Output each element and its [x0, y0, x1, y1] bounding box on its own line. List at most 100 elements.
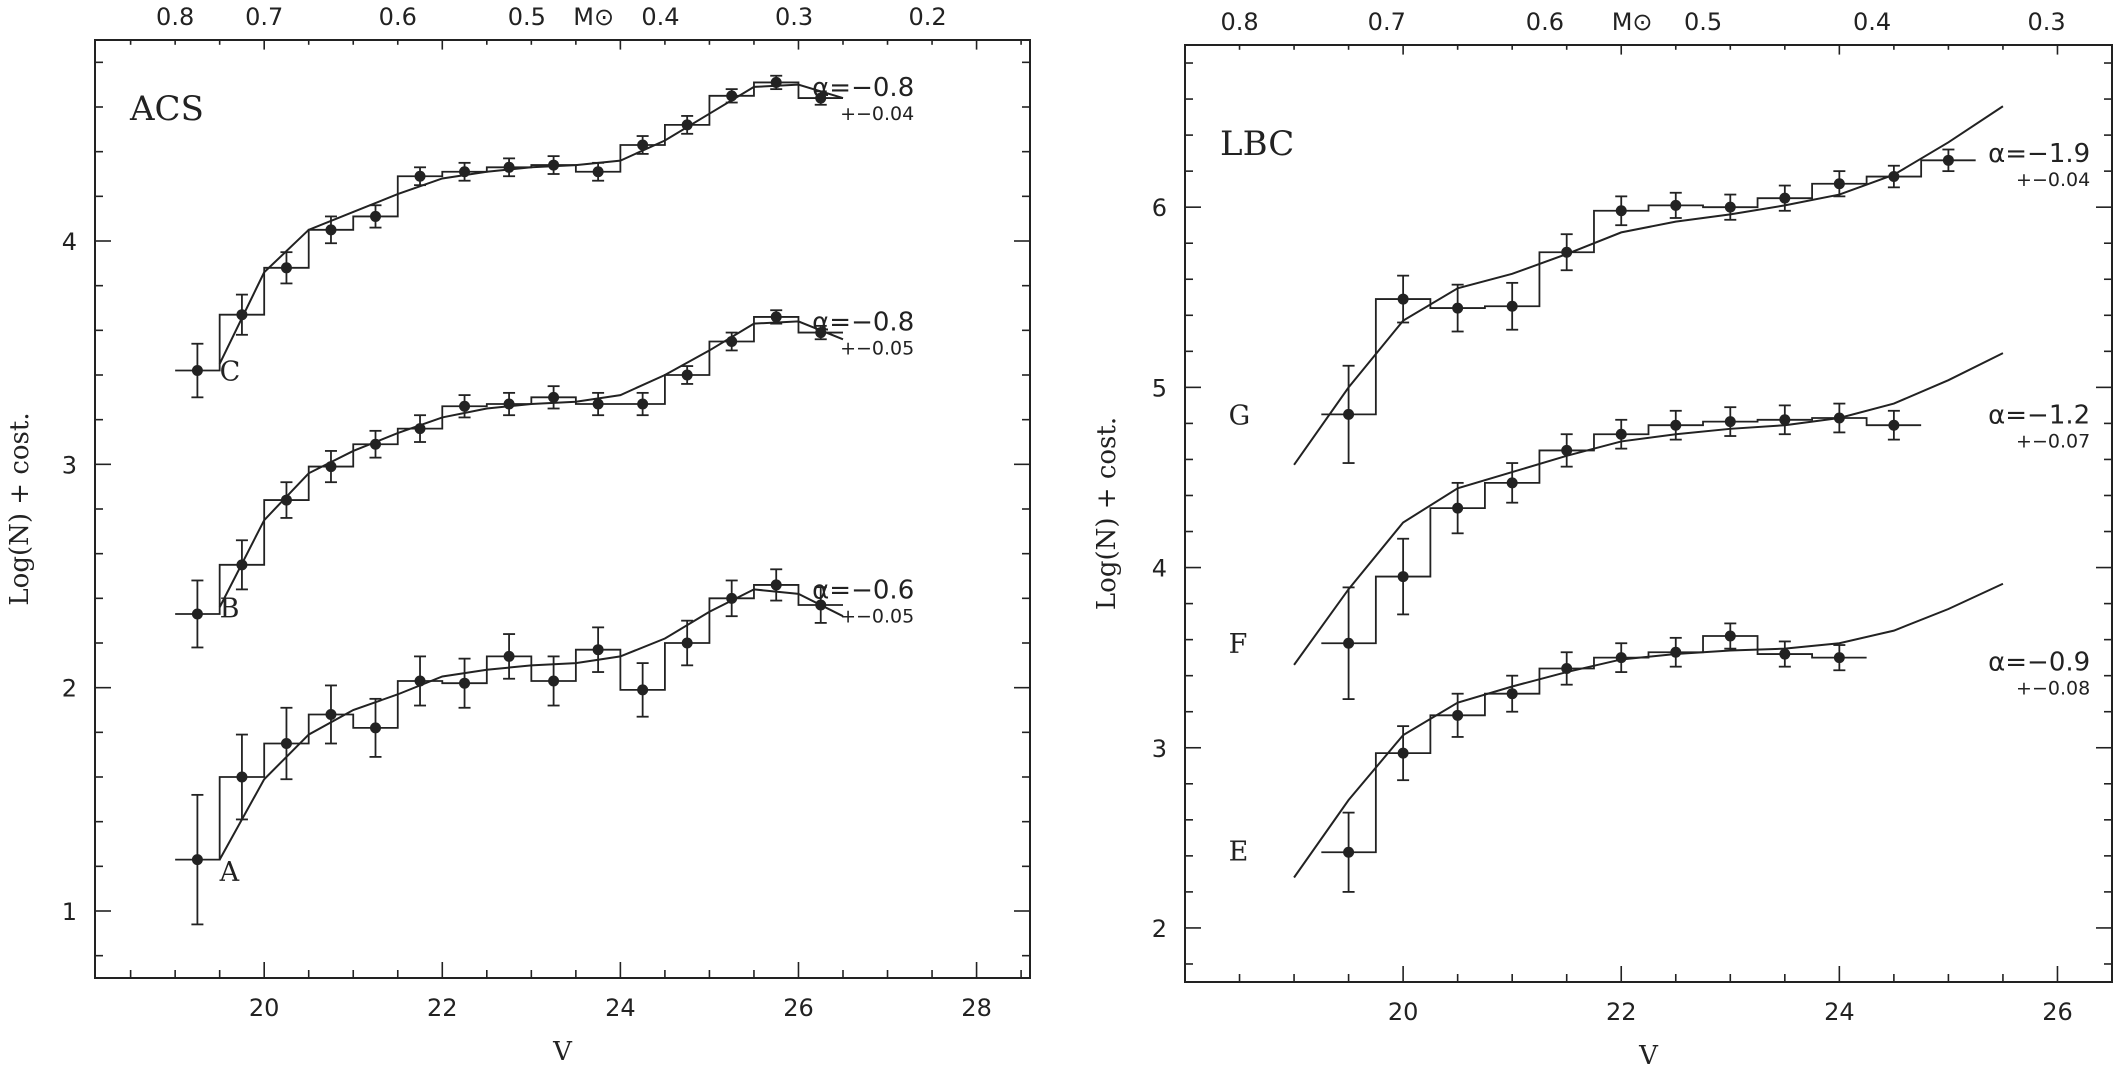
plot-frame: [1184, 44, 2113, 983]
top-axis-mass-label: 0.6: [1526, 8, 1564, 36]
data-point: [1833, 652, 1845, 664]
x-tick-label: 24: [605, 994, 636, 1022]
data-point: [1452, 709, 1464, 721]
data-point: [1397, 747, 1409, 759]
alpha-value: α=−1.9: [1988, 139, 2090, 169]
data-point: [414, 170, 426, 182]
data-point: [191, 608, 203, 620]
data-point: [280, 262, 292, 274]
top-axis-mass-label: 0.7: [245, 3, 283, 31]
data-point: [1724, 630, 1736, 642]
data-point: [681, 369, 693, 381]
data-point: [191, 854, 203, 866]
top-axis-mass-label: 0.8: [1220, 8, 1258, 36]
data-point: [1506, 300, 1518, 312]
data-point: [1779, 192, 1791, 204]
data-point: [770, 579, 782, 591]
x-axis-label: V: [552, 1037, 573, 1067]
data-point: [1670, 646, 1682, 658]
alpha-error: +−0.08: [2016, 677, 2090, 699]
histogram-step-G: [1321, 159, 1976, 416]
data-point: [548, 159, 560, 171]
data-point: [1888, 419, 1900, 431]
histogram-step-A: [175, 584, 843, 861]
alpha-error: +−0.07: [2016, 430, 2090, 452]
panel-label: ACS: [129, 89, 204, 129]
x-tick-label: 22: [427, 994, 458, 1022]
fit-curve-F: [1293, 352, 2004, 666]
histogram-step-F: [1321, 417, 1922, 645]
data-point: [592, 644, 604, 656]
data-point: [726, 592, 738, 604]
data-point: [1561, 662, 1573, 674]
data-point: [637, 398, 649, 410]
data-point: [236, 771, 248, 783]
data-point: [592, 398, 604, 410]
data-point: [1452, 302, 1464, 314]
data-point: [459, 400, 471, 412]
y-tick-label: 3: [1152, 735, 1167, 763]
data-point: [1615, 428, 1627, 440]
y-axis-label: Log(N) + cost.: [5, 412, 35, 605]
data-point: [1724, 416, 1736, 428]
fit-curve-E: [1293, 582, 2004, 879]
y-tick-label: 4: [62, 228, 77, 256]
data-point: [459, 677, 471, 689]
plot-frame: [94, 39, 1031, 979]
series-label-G: G: [1229, 400, 1251, 431]
data-point: [370, 438, 381, 450]
data-point: [503, 161, 515, 173]
alpha-value: α=−0.9: [1988, 647, 2090, 677]
alpha-value: α=−1.2: [1988, 400, 2090, 430]
x-tick-label: 24: [1824, 998, 1855, 1026]
data-point: [1343, 846, 1355, 858]
top-axis-mass-label: 0.8: [156, 3, 194, 31]
top-axis-mass-label: 0.3: [2027, 8, 2065, 36]
top-axis-mass-label: 0.5: [508, 3, 546, 31]
y-tick-label: 4: [1152, 555, 1167, 583]
top-axis-mass-label: 0.4: [641, 3, 679, 31]
data-point: [1833, 178, 1845, 190]
data-point: [548, 391, 560, 403]
x-tick-label: 26: [783, 994, 814, 1022]
data-point: [1724, 201, 1736, 213]
data-point: [280, 494, 292, 506]
data-point: [1942, 154, 1954, 166]
data-point: [770, 76, 782, 88]
data-point: [1452, 502, 1464, 514]
top-axis-mass-label: 0.4: [1853, 8, 1891, 36]
series-label-C: C: [220, 357, 241, 388]
x-tick-label: 20: [249, 994, 280, 1022]
series-label-E: E: [1229, 836, 1249, 867]
series-label-B: B: [220, 593, 240, 624]
data-point: [414, 675, 426, 687]
data-point: [726, 90, 738, 102]
x-tick-label: 26: [2042, 998, 2073, 1026]
data-point: [503, 650, 515, 662]
x-tick-label: 22: [1606, 998, 1637, 1026]
y-tick-label: 6: [1152, 194, 1167, 222]
data-point: [1506, 477, 1518, 489]
top-axis-mass-label: 0.7: [1368, 8, 1406, 36]
alpha-value: α=−0.8: [812, 307, 914, 337]
data-point: [325, 461, 337, 473]
y-tick-label: 2: [1152, 915, 1167, 943]
data-point: [815, 599, 827, 611]
y-tick-label: 2: [62, 675, 77, 703]
data-point: [681, 637, 693, 649]
data-point: [548, 675, 560, 687]
alpha-error: +−0.05: [840, 605, 914, 627]
data-point: [191, 365, 203, 377]
alpha-error: +−0.04: [2016, 169, 2090, 191]
data-point: [459, 166, 471, 178]
data-point: [1670, 419, 1682, 431]
fit-curve-B: [218, 320, 844, 608]
top-axis-title: M⊙: [573, 3, 614, 31]
y-tick-label: 5: [1152, 374, 1167, 402]
data-point: [1397, 571, 1409, 583]
data-point: [637, 139, 649, 151]
data-point: [1615, 205, 1627, 217]
data-point: [681, 119, 693, 131]
data-point: [1397, 293, 1409, 305]
